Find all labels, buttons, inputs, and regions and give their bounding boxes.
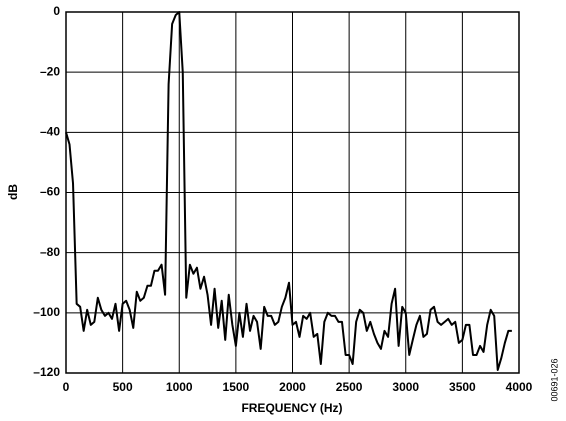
y-tick-label: –20 [40, 64, 60, 78]
x-tick-label: 2500 [336, 380, 363, 394]
x-tick-label: 3500 [449, 380, 476, 394]
side-note: 00691-026 [549, 358, 559, 401]
x-axis-label: FREQUENCY (Hz) [241, 401, 342, 415]
x-tick-label: 2000 [279, 380, 306, 394]
x-tick-label: 500 [113, 380, 133, 394]
x-tick-label: 1000 [166, 380, 193, 394]
y-tick-label: –100 [33, 305, 60, 319]
y-tick-label: –80 [40, 245, 60, 259]
y-tick-label: –40 [40, 125, 60, 139]
y-tick-label: –120 [33, 365, 60, 379]
y-tick-label: 0 [53, 4, 60, 18]
y-tick-label: –60 [40, 185, 60, 199]
data-line [65, 11, 512, 371]
x-tick-label: 0 [63, 380, 70, 394]
x-tick-label: 3000 [392, 380, 419, 394]
x-tick-label: 4000 [506, 380, 533, 394]
y-axis-label: dB [6, 184, 20, 200]
x-tick-label: 1500 [223, 380, 250, 394]
